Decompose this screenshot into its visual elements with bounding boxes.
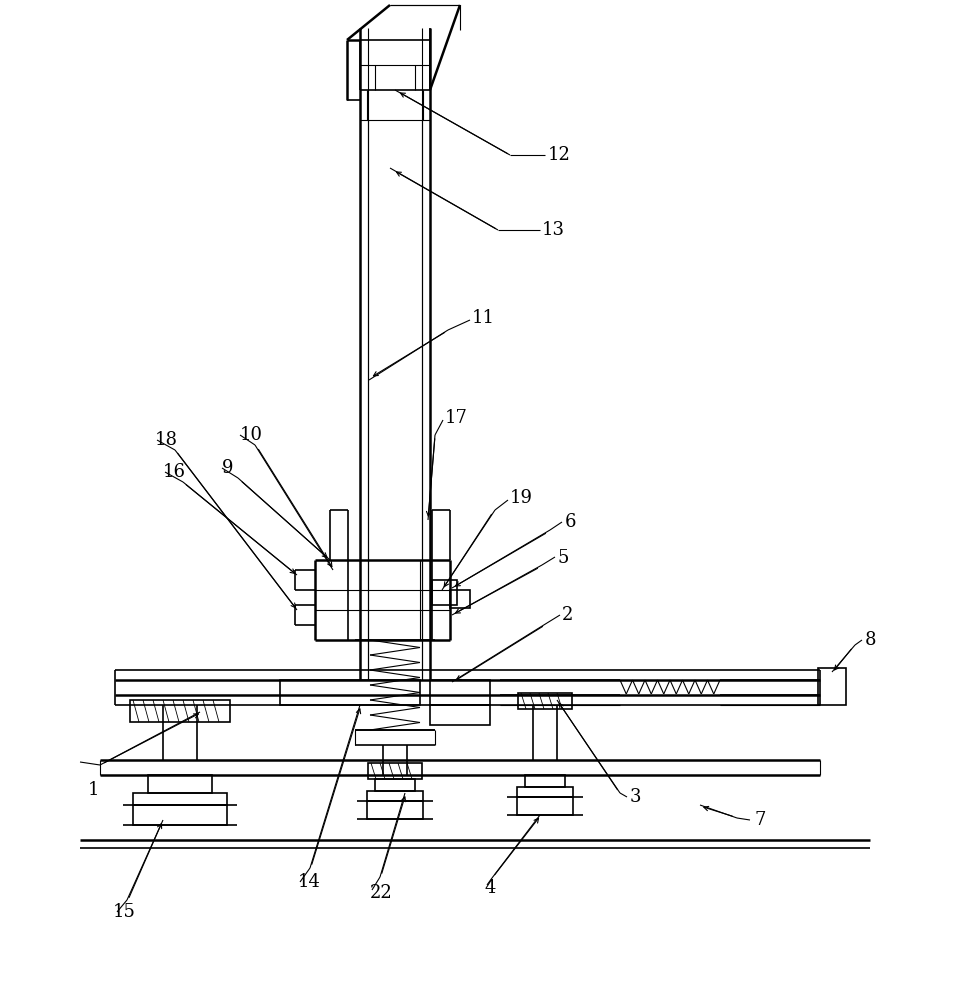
Text: 18: 18 xyxy=(155,431,178,449)
Text: 1: 1 xyxy=(88,781,100,799)
Text: 16: 16 xyxy=(163,463,186,481)
Text: 4: 4 xyxy=(485,879,496,897)
Bar xyxy=(430,680,490,705)
Bar xyxy=(430,705,490,725)
Bar xyxy=(367,801,423,819)
Bar xyxy=(368,763,422,779)
Bar xyxy=(518,693,572,709)
Text: 17: 17 xyxy=(445,409,468,427)
Bar xyxy=(133,805,227,825)
Text: 14: 14 xyxy=(298,873,321,891)
Bar xyxy=(517,787,573,797)
Text: 5: 5 xyxy=(558,549,570,567)
Text: 15: 15 xyxy=(113,903,136,921)
Text: 8: 8 xyxy=(865,631,877,649)
Text: 13: 13 xyxy=(542,221,565,239)
Text: 6: 6 xyxy=(565,513,577,531)
Bar xyxy=(375,779,415,791)
Bar xyxy=(818,668,846,705)
Bar xyxy=(367,791,423,801)
Text: 22: 22 xyxy=(370,884,392,902)
Bar xyxy=(130,700,230,722)
Text: 12: 12 xyxy=(548,146,571,164)
Bar xyxy=(148,775,212,793)
Text: 7: 7 xyxy=(755,811,766,829)
Text: 2: 2 xyxy=(562,606,574,624)
Text: 9: 9 xyxy=(222,459,234,477)
Bar xyxy=(525,775,565,787)
Bar xyxy=(280,680,420,705)
Bar xyxy=(133,793,227,805)
Text: 19: 19 xyxy=(510,489,533,507)
Bar xyxy=(432,580,457,605)
Bar xyxy=(517,797,573,815)
Text: 11: 11 xyxy=(472,309,495,327)
Text: 3: 3 xyxy=(630,788,641,806)
Bar xyxy=(450,590,470,608)
Text: 10: 10 xyxy=(240,426,263,444)
